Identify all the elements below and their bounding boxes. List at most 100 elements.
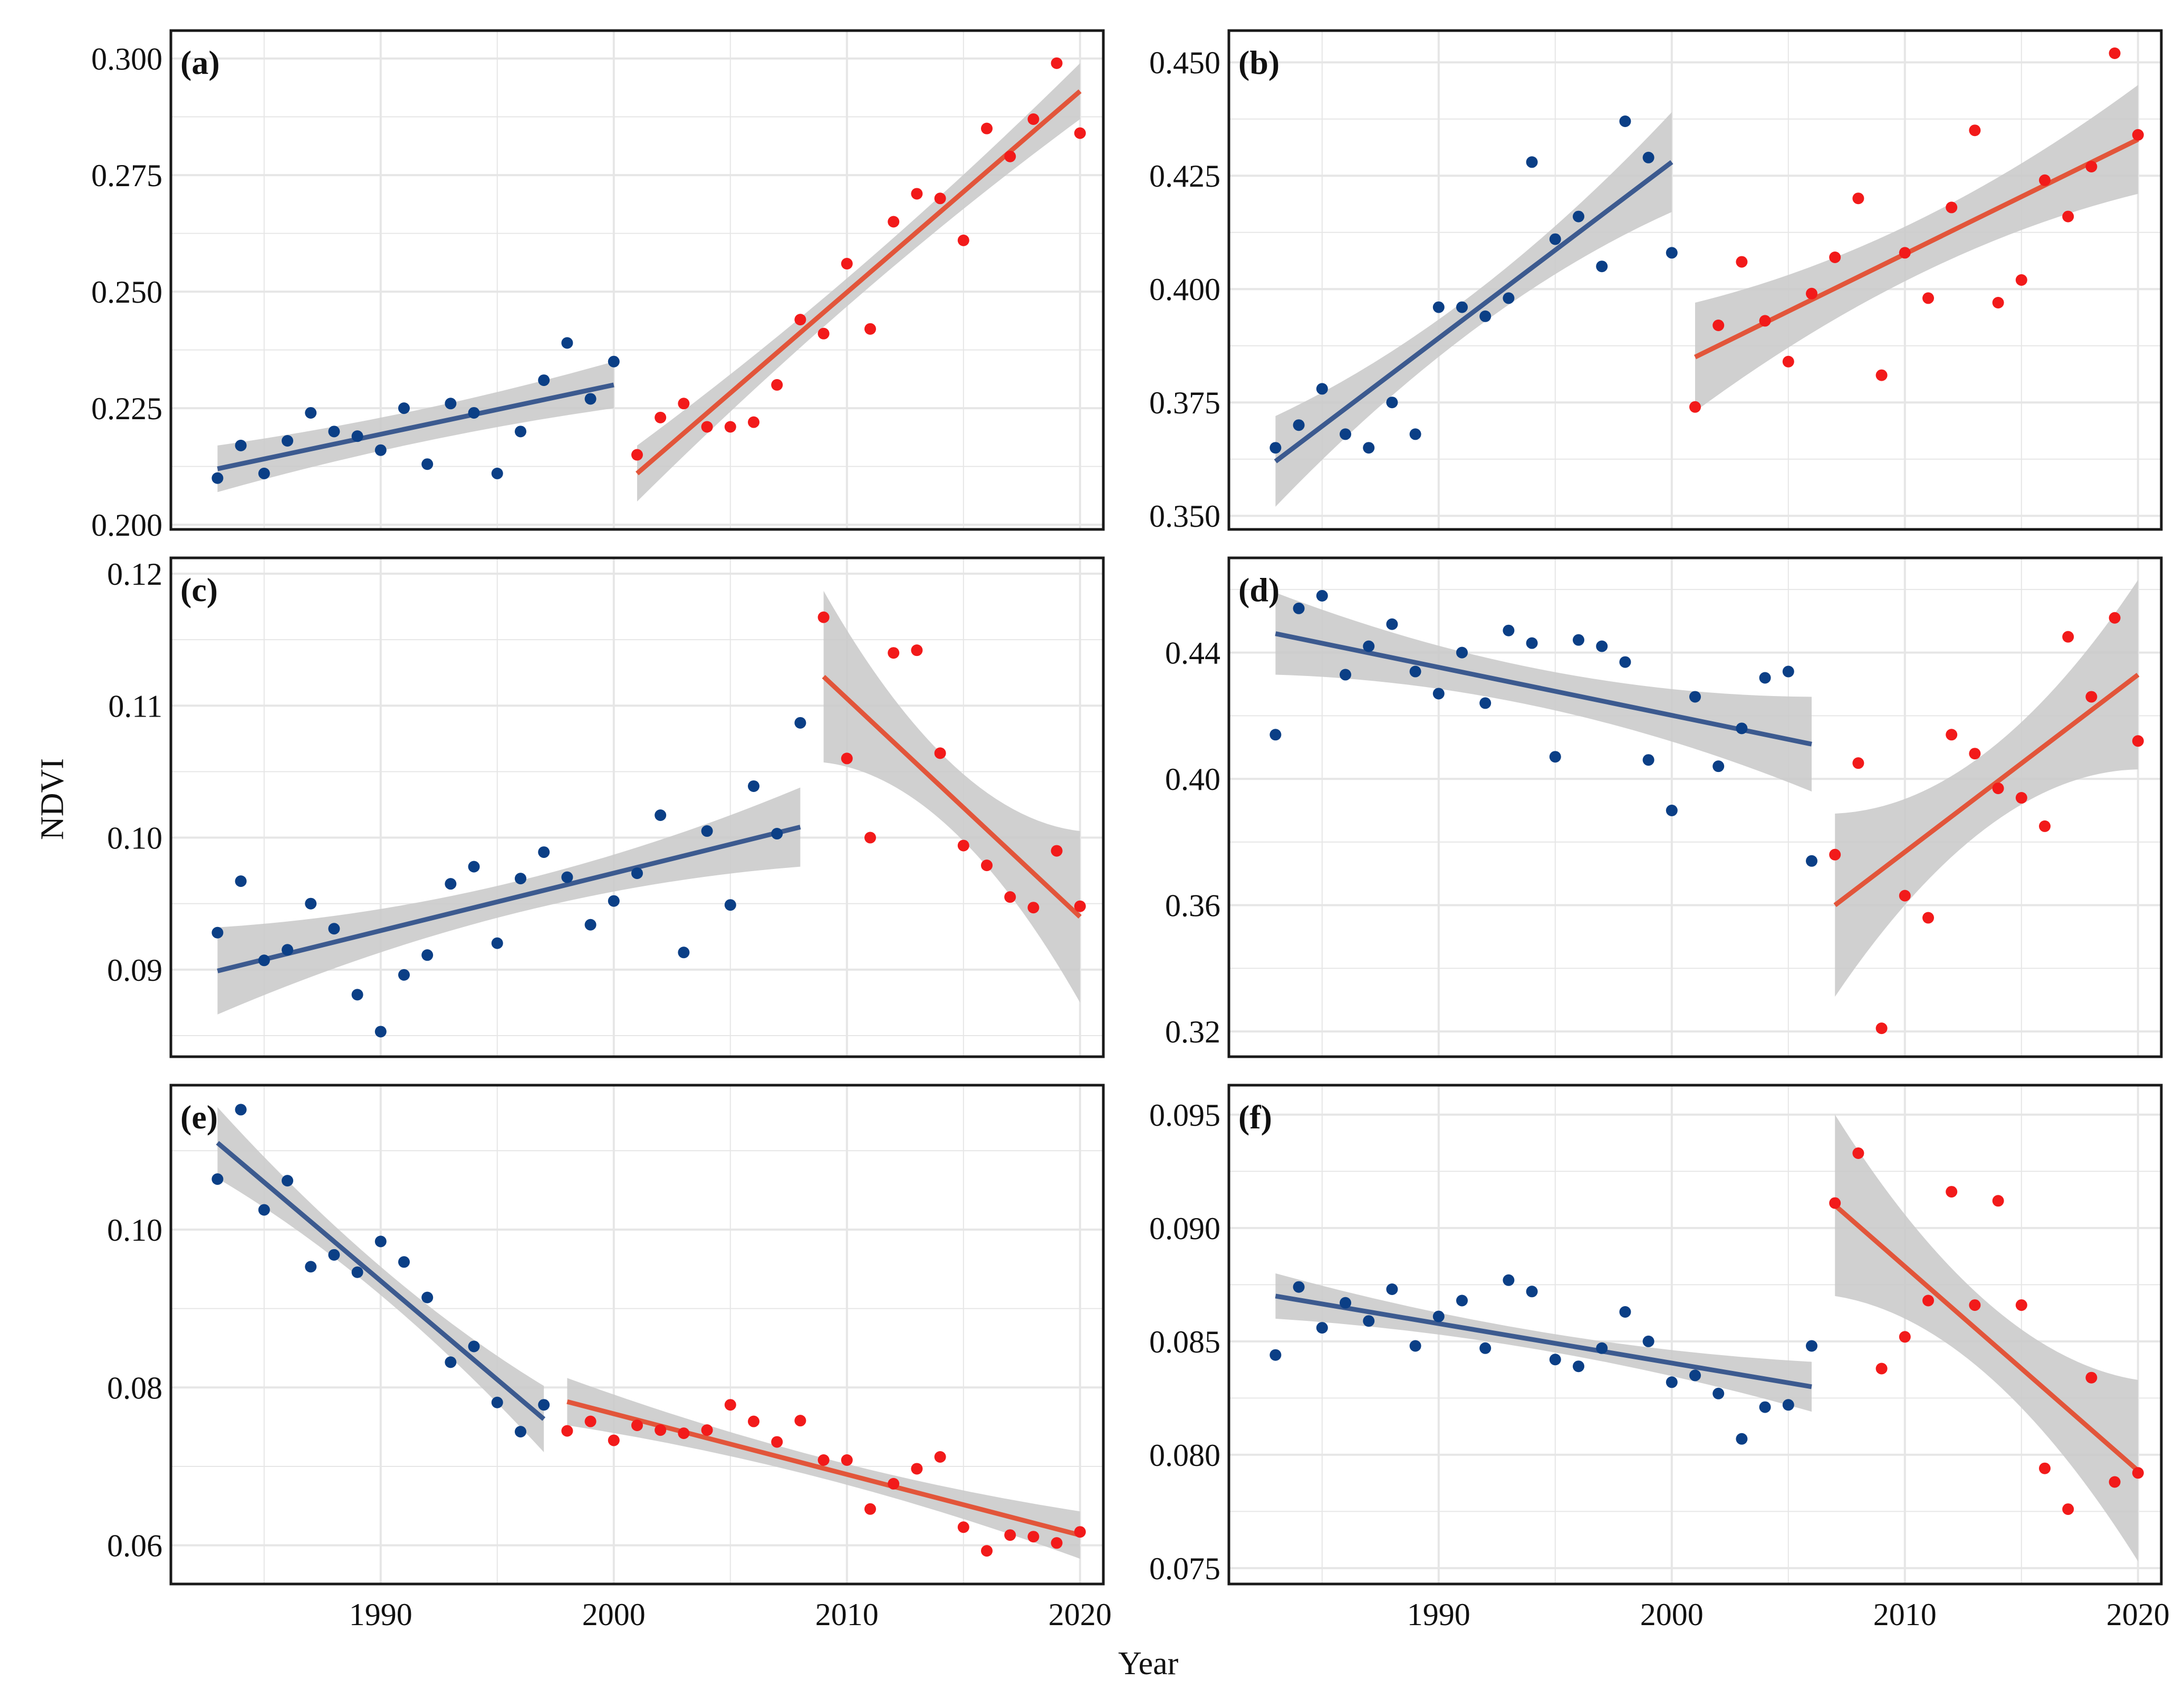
data-point [328,923,340,935]
data-point [584,393,596,405]
data-point [1340,428,1351,440]
trend-line [217,825,801,973]
data-point [538,846,550,858]
trend-line [1274,160,1673,463]
data-point [2015,274,2027,286]
data-point [1689,401,1701,413]
data-point [1074,127,1086,139]
data-point [1293,602,1305,614]
plot-frame [169,29,1105,531]
data-point [258,467,270,479]
y-tick-label: 0.080 [1149,1438,1220,1473]
y-tick-label: 0.10 [107,821,162,856]
data-point [1269,729,1282,741]
data-point [1269,442,1282,454]
data-point [1549,1354,1561,1366]
data-point [538,1399,550,1411]
data-point [1456,301,1468,313]
data-point [398,1256,410,1268]
data-point [1363,442,1375,454]
trend-line [1275,1293,1812,1389]
data-point [1875,1022,1888,1035]
data-point [748,1415,759,1427]
data-point [911,1463,923,1475]
data-point [1759,1401,1771,1413]
data-point [631,867,643,880]
plot-frame [1227,1084,2163,1586]
data-point [1596,640,1608,652]
data-point [748,780,759,792]
y-tick-label: 0.300 [91,42,162,76]
data-point [515,873,526,885]
y-tick-label: 0.200 [91,508,162,543]
confidence-band [1275,592,1812,792]
data-point [1596,260,1608,273]
y-tick-label: 0.375 [1149,385,1220,420]
data-point [1642,151,1654,163]
data-point [235,439,247,451]
data-point [1456,1295,1468,1307]
data-point [631,449,643,461]
data-point [561,1425,573,1437]
data-point [817,1454,830,1466]
data-point [1689,1369,1701,1382]
y-tick-label: 0.275 [91,158,162,193]
data-point [2085,161,2098,172]
data-point [655,1424,667,1436]
y-tick-label: 0.08 [107,1370,162,1405]
data-point [888,216,900,228]
data-point [491,467,503,479]
data-point [1736,256,1748,268]
data-point [282,435,293,447]
data-point [2132,735,2144,747]
panel-label: (a) [180,44,220,81]
data-point [258,1204,270,1216]
data-point [1432,688,1445,700]
data-point [1027,1531,1040,1543]
panel-label: (e) [180,1098,218,1136]
data-point [1293,419,1305,431]
data-point [655,809,667,822]
data-point [2132,1467,2144,1479]
x-axis-label: Year [1118,1646,1179,1682]
data-point [2109,612,2121,624]
data-point [701,421,713,433]
y-tick-label: 0.40 [1165,762,1220,797]
trend-line [822,674,1082,919]
plot-frame [1227,556,2163,1058]
data-point [1503,292,1515,304]
data-point [538,374,550,387]
data-point [1922,912,1934,924]
data-point [911,644,923,656]
data-point [211,1173,224,1185]
data-point [1027,113,1040,125]
data-point [1503,624,1515,636]
data-point [1340,1297,1351,1309]
data-point [1432,301,1445,313]
data-point [678,946,690,959]
data-point [1479,1342,1492,1354]
data-point [1806,287,1817,300]
data-point [561,337,573,349]
data-point [1549,233,1561,245]
y-tick-label: 0.36 [1165,888,1220,923]
data-point [398,969,410,981]
data-point [1899,1331,1911,1343]
data-point [2109,47,2121,59]
data-point [608,355,620,368]
data-point [1409,665,1421,678]
y-tick-label: 0.12 [107,557,162,592]
trend-line [1833,1203,2140,1473]
data-point [421,458,434,470]
panel-b: 0.350 0.375 0.400 0.425 0.450 (b) [1149,29,2163,534]
data-point [771,1436,783,1448]
data-point [1619,1306,1631,1318]
data-point [2062,1503,2074,1515]
y-tick-label: 0.085 [1149,1325,1220,1359]
data-point [701,825,713,837]
y-tick-label: 0.225 [91,391,162,426]
data-point [1759,315,1771,327]
data-point [374,1026,387,1038]
data-point [794,314,806,326]
data-point [1004,891,1016,903]
